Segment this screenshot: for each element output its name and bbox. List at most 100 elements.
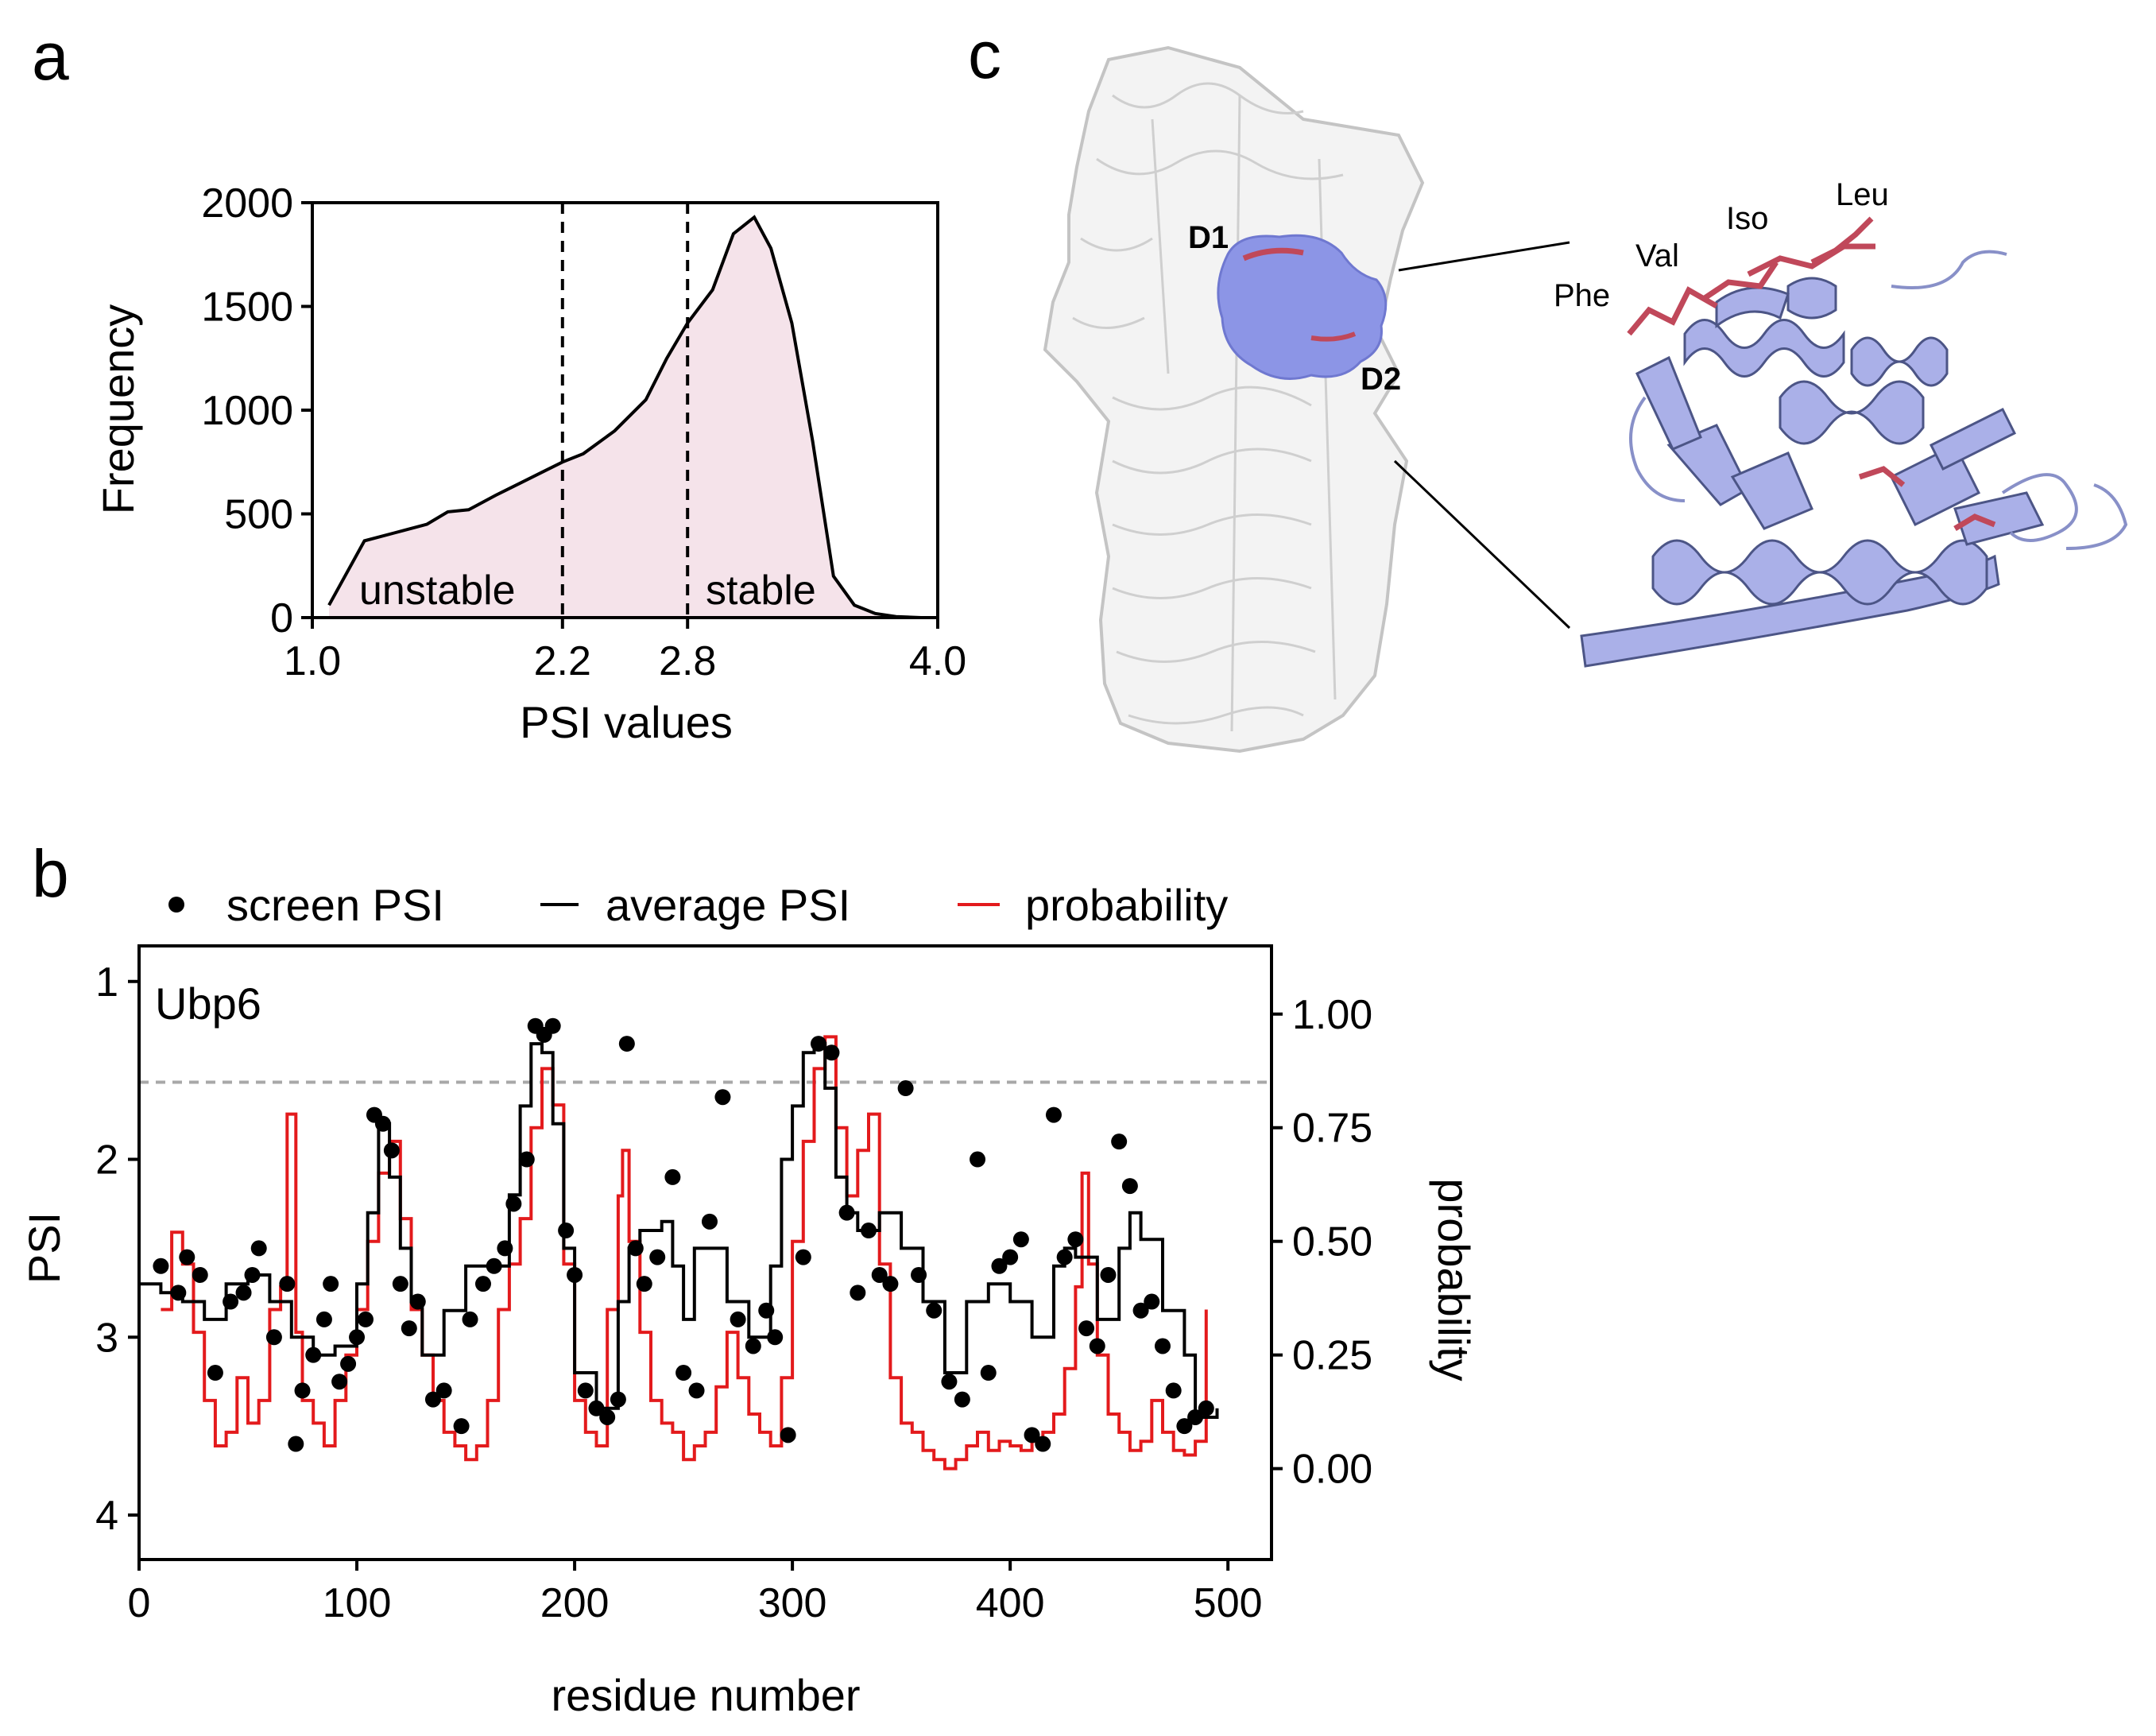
- legend-screen-psi-marker: [168, 897, 184, 913]
- zoom-connector-top: [1398, 241, 1570, 272]
- screen-psi-point: [1067, 1231, 1084, 1248]
- chart-a-region-label-stable: stable: [706, 568, 816, 614]
- screen-psi-point: [758, 1302, 775, 1319]
- chart-a-x-ticks: 1.0 2.2 2.8 4.0: [284, 618, 966, 684]
- screen-psi-point: [599, 1409, 616, 1425]
- screen-psi-point: [424, 1391, 441, 1408]
- residue-label-iso: Iso: [1726, 201, 1768, 236]
- chart-b-screen-psi-points: [153, 1017, 1214, 1452]
- screen-psi-point: [340, 1355, 357, 1372]
- ubp6-cartoon-ribbon: [1580, 277, 2045, 668]
- surface-highlight-d1: [1242, 247, 1304, 262]
- screen-psi-point: [505, 1195, 522, 1212]
- chart-b-x-tick-label: 100: [323, 1580, 392, 1626]
- chart-a-x-tick-label: 2.2: [534, 638, 591, 684]
- chart-b-y2-tick-label: 0.25: [1292, 1333, 1372, 1379]
- chart-b-right-y-ticks: 0.00 0.25 0.50 0.75 1.00: [1272, 992, 1372, 1493]
- screen-psi-point: [1045, 1106, 1062, 1123]
- screen-psi-point: [1176, 1418, 1193, 1435]
- chart-b-y-tick-label: 2: [95, 1137, 118, 1184]
- legend-probability-label: probability: [1025, 880, 1228, 930]
- chart-a-x-tick-label: 1.0: [284, 638, 341, 684]
- screen-psi-point: [1078, 1320, 1095, 1337]
- screen-psi-point: [279, 1276, 296, 1292]
- chart-b-y-tick-label: 4: [95, 1493, 118, 1539]
- screen-psi-point: [462, 1311, 478, 1327]
- screen-psi-point: [1121, 1178, 1138, 1195]
- legend-average-psi-label: average PSI: [606, 880, 850, 930]
- chart-a-area-fill: [329, 217, 921, 618]
- chart-b-x-tick-label: 200: [540, 1580, 610, 1626]
- chart-b-x-ticks: 0 100 200 300 400 500: [128, 1560, 1263, 1626]
- screen-psi-point: [315, 1311, 332, 1327]
- screen-psi-point: [294, 1382, 311, 1399]
- screen-psi-point: [567, 1266, 583, 1283]
- panel-letter-b: b: [32, 836, 69, 911]
- residue-label-phe: Phe: [1554, 278, 1610, 313]
- screen-psi-point: [675, 1365, 692, 1381]
- chart-b-y-tick-label: 1: [95, 959, 118, 1006]
- chart-a-curve: [327, 215, 922, 619]
- screen-psi-point: [688, 1382, 705, 1399]
- screen-psi-point: [1002, 1249, 1019, 1265]
- chart-b-y2-tick-label: 0.00: [1292, 1447, 1372, 1493]
- screen-psi-point: [1154, 1338, 1171, 1354]
- screen-psi-point: [1056, 1249, 1073, 1265]
- screen-psi-point: [331, 1374, 348, 1390]
- screen-psi-point: [941, 1374, 958, 1390]
- chart-b-probability-series: [161, 1035, 1208, 1471]
- screen-psi-point: [192, 1266, 208, 1283]
- screen-psi-point: [1144, 1293, 1160, 1310]
- ubp6-cartoon-loops: [1629, 250, 2128, 550]
- screen-psi-point: [823, 1044, 840, 1061]
- screen-psi-point: [588, 1400, 605, 1416]
- screen-psi-point: [980, 1365, 997, 1381]
- screen-psi-point: [153, 1257, 169, 1274]
- complex-outline: [1043, 45, 1425, 754]
- proteasome-complex-illustration: [1043, 45, 1425, 754]
- screen-psi-point: [636, 1276, 652, 1292]
- chart-a-region-label-unstable: unstable: [359, 568, 516, 614]
- chart-a-y-axis-title: Frequency: [93, 304, 143, 515]
- screen-psi-point: [838, 1204, 855, 1221]
- screen-psi-point: [795, 1249, 811, 1265]
- screen-psi-point: [170, 1285, 187, 1301]
- chart-b-x-axis-title: residue number: [551, 1670, 860, 1720]
- screen-psi-point: [323, 1276, 339, 1292]
- chart-b-x-tick-label: 300: [758, 1580, 827, 1626]
- chart-b-title: Ubp6: [155, 978, 261, 1029]
- chart-a-x-axis-title: PSI values: [520, 697, 733, 747]
- screen-psi-point: [544, 1017, 561, 1034]
- chart-b-x-tick-label: 500: [1194, 1580, 1263, 1626]
- screen-psi-point: [911, 1266, 927, 1283]
- chart-b-y-axis-title: PSI: [19, 1212, 69, 1284]
- screen-psi-point: [850, 1285, 866, 1301]
- residue-label-val: Val: [1635, 238, 1679, 273]
- screen-psi-point: [897, 1080, 914, 1097]
- chart-a-y-tick-label: 2000: [201, 180, 293, 227]
- chart-a-y-ticks: 0 500 1000 1500 2000: [201, 180, 312, 641]
- chart-b-x-tick-label: 400: [976, 1580, 1045, 1626]
- zoom-connector-bottom: [1393, 459, 1571, 630]
- screen-psi-point: [435, 1382, 452, 1399]
- screen-psi-point: [714, 1089, 731, 1106]
- screen-psi-point: [745, 1338, 761, 1354]
- chart-b-x-tick-label: 0: [128, 1580, 151, 1626]
- legend-screen-psi-label: screen PSI: [226, 880, 444, 930]
- screen-psi-point: [627, 1240, 644, 1257]
- screen-psi-point: [991, 1257, 1008, 1274]
- chart-b-y2-tick-label: 0.50: [1292, 1219, 1372, 1265]
- screen-psi-point: [392, 1276, 408, 1292]
- chart-b-y2-tick-label: 0.75: [1292, 1106, 1372, 1152]
- screen-psi-point: [179, 1249, 195, 1265]
- screen-psi-point: [358, 1311, 374, 1327]
- chart-b-ubp6-psi-profile: screen PSI average PSI probability 0 100 2…: [19, 880, 1479, 1720]
- screen-psi-point: [649, 1249, 666, 1265]
- screen-psi-point: [401, 1320, 417, 1337]
- residue-label-leu: Leu: [1836, 177, 1889, 212]
- screen-psi-point: [1012, 1231, 1029, 1248]
- chart-b-y2-axis-title: probability: [1429, 1178, 1479, 1381]
- screen-psi-point: [474, 1276, 491, 1292]
- screen-psi-point: [453, 1418, 470, 1435]
